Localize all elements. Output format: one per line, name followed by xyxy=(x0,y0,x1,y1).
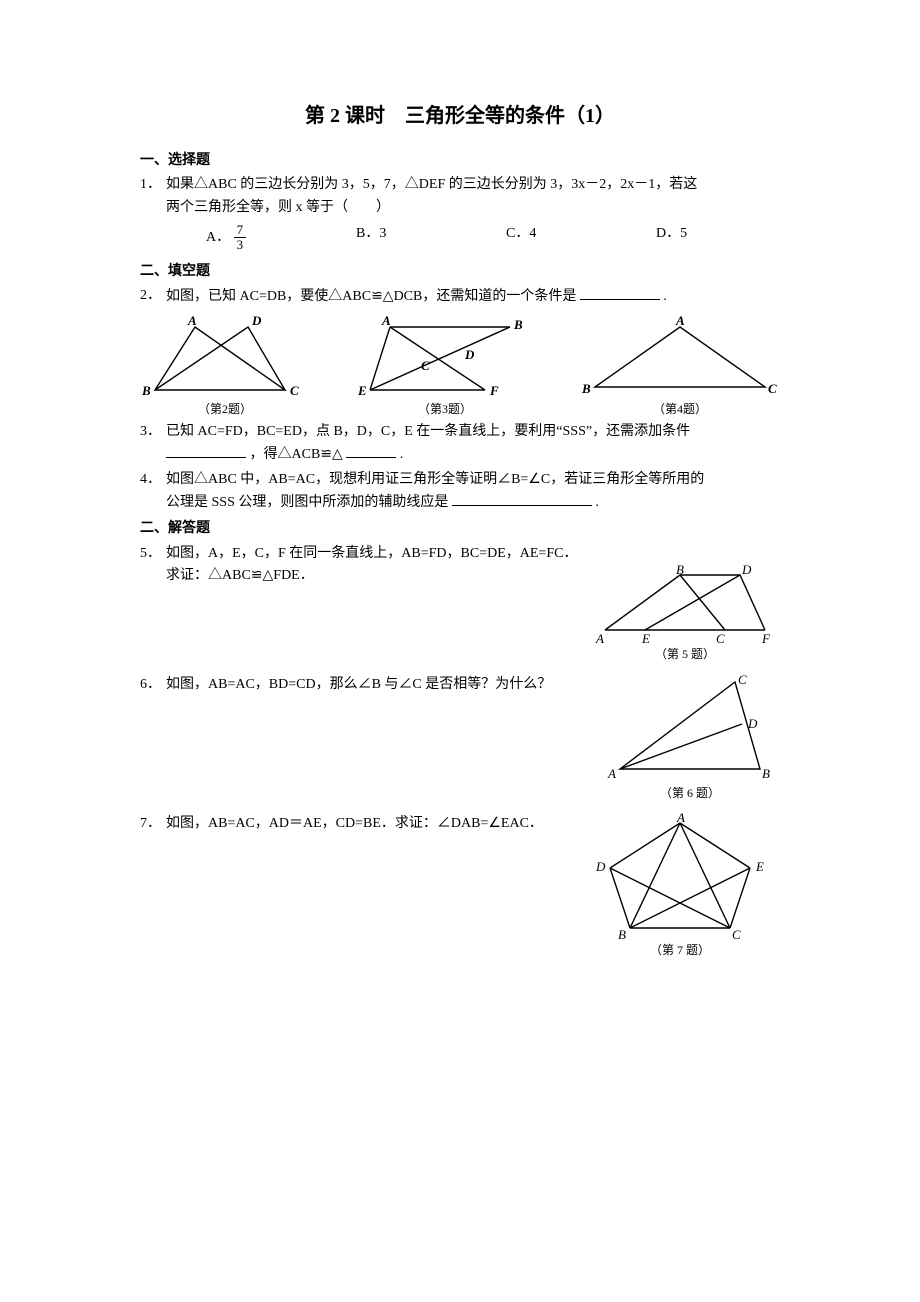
figure-7: A D E B C （第 7 题） xyxy=(580,813,780,960)
q4-end: . xyxy=(595,495,599,510)
q1-number: 1． xyxy=(140,174,166,256)
q3-blank-2 xyxy=(346,443,396,458)
fig3-label-C: C xyxy=(421,358,430,373)
fig3-label-D: D xyxy=(464,347,475,362)
fig3-label-A: A xyxy=(381,315,391,328)
figure-5-caption: （第 5 题） xyxy=(590,645,780,664)
q4-blank xyxy=(452,491,592,506)
section-3-heading: 二、解答题 xyxy=(140,518,780,540)
fig7-label-A: A xyxy=(676,813,685,825)
question-1: 1． 如果△ABC 的三边长分别为 3，5，7，△DEF 的三边长分别为 3，3… xyxy=(140,174,780,256)
q1-line1: 如果△ABC 的三边长分别为 3，5，7，△DEF 的三边长分别为 3，3x－2… xyxy=(166,174,806,196)
fig7-label-C: C xyxy=(732,927,741,941)
fig6-label-A: A xyxy=(607,766,616,781)
q7-text: 如图，AB=AC，AD＝AE，CD=BE．求证：∠DAB=∠EAC． xyxy=(166,813,580,835)
fig2-label-B: B xyxy=(141,383,151,398)
figure-6-svg: C D A B xyxy=(600,674,780,784)
figure-3: A B C D E F （第3题） xyxy=(350,315,540,419)
fig4-label-A: A xyxy=(675,315,685,328)
q1-choice-A: A． 7 3 xyxy=(206,223,356,253)
q1-choice-D: D．5 xyxy=(656,223,806,253)
fig2-label-D: D xyxy=(251,315,262,328)
question-6: 6． 如图，AB=AC，BD=CD，那么∠B 与∠C 是否相等？为什么？ C D… xyxy=(140,674,780,803)
fig2-label-C: C xyxy=(290,383,299,398)
figure-5-svg: B D A E C F xyxy=(590,565,780,645)
question-7: 7． 如图，AB=AC，AD＝AE，CD=BE．求证：∠DAB=∠EAC． xyxy=(140,813,780,960)
q1-line2: 两个三角形全等，则 x 等于（ ） xyxy=(166,197,806,219)
fig3-label-E: E xyxy=(357,383,367,398)
q1-A-den: 3 xyxy=(234,238,247,252)
q2-blank xyxy=(580,285,660,300)
q5-line1: 如图，A，E，C，F 在同一条直线上，AB=FD，BC=DE，AE=FC． xyxy=(166,543,780,565)
page-title: 第 2 课时 三角形全等的条件（1） xyxy=(140,100,780,132)
q3-line1: 已知 AC=FD，BC=ED，点 B，D，C，E 在一条直线上，要利用“SSS”… xyxy=(166,421,780,443)
fig5-label-C: C xyxy=(716,631,725,645)
q2-number: 2． xyxy=(140,285,166,308)
q3-blank-1 xyxy=(166,443,246,458)
fig5-label-E: E xyxy=(641,631,650,645)
q6-number: 6． xyxy=(140,674,166,803)
fig2-label-A: A xyxy=(187,315,197,328)
q7-number: 7． xyxy=(140,813,166,960)
fig5-label-F: F xyxy=(761,631,771,645)
section-2-heading: 二、填空题 xyxy=(140,261,780,283)
question-4: 4． 如图△ABC 中，AB=AC，现想利用证三角形全等证明∠B=∠C，若证三角… xyxy=(140,469,780,515)
q2-text: 如图，已知 AC=DB，要使△ABC≌△DCB，还需知道的一个条件是 xyxy=(166,289,576,304)
figure-3-svg: A B C D E F xyxy=(350,315,540,400)
figure-6: C D A B （第 6 题） xyxy=(600,674,780,803)
q1-A-label: A． xyxy=(206,230,230,245)
q2-period: . xyxy=(663,289,667,304)
q1-choice-B: B．3 xyxy=(356,223,506,253)
fig3-label-F: F xyxy=(489,383,499,398)
figure-4-caption: （第4题） xyxy=(580,400,780,419)
figure-3-caption: （第3题） xyxy=(350,400,540,419)
q4-line1: 如图△ABC 中，AB=AC，现想利用证三角形全等证明∠B=∠C，若证三角形全等… xyxy=(166,469,780,491)
q1-A-num: 7 xyxy=(234,223,247,238)
figure-2-caption: （第2题） xyxy=(140,400,310,419)
q1-A-fraction: 7 3 xyxy=(234,223,247,253)
fig5-label-A: A xyxy=(595,631,604,645)
question-3: 3． 已知 AC=FD，BC=ED，点 B，D，C，E 在一条直线上，要利用“S… xyxy=(140,421,780,467)
figure-4: A B C （第4题） xyxy=(580,315,780,419)
fig6-label-C: C xyxy=(738,674,747,687)
q6-text: 如图，AB=AC，BD=CD，那么∠B 与∠C 是否相等？为什么？ xyxy=(166,674,600,696)
q5-line2: 求证：△ABC≌△FDE． xyxy=(166,565,590,587)
fig5-label-D: D xyxy=(741,565,752,577)
q4-number: 4． xyxy=(140,469,166,515)
figure-7-svg: A D E B C xyxy=(580,813,780,941)
fig7-label-B: B xyxy=(618,927,626,941)
fig4-label-B: B xyxy=(581,381,591,396)
figure-row-2-3-4: A D B C （第2题） A B C D E F xyxy=(140,315,780,419)
fig7-label-D: D xyxy=(595,859,606,874)
section-1-heading: 一、选择题 xyxy=(140,150,780,172)
figure-4-svg: A B C xyxy=(580,315,780,400)
q3-end: . xyxy=(400,447,404,462)
q5-number: 5． xyxy=(140,543,166,665)
figure-2-svg: A D B C xyxy=(140,315,310,400)
q4-line2a: 公理是 SSS 公理，则图中所添加的辅助线应是 xyxy=(166,495,448,510)
q1-choice-C: C．4 xyxy=(506,223,656,253)
q1-choices: A． 7 3 B．3 C．4 D．5 xyxy=(166,223,806,253)
q3-line2: ，得△ACB≌△ . xyxy=(166,443,780,466)
fig5-label-B: B xyxy=(676,565,684,577)
fig6-label-D: D xyxy=(747,716,758,731)
fig4-label-C: C xyxy=(768,381,777,396)
figure-6-caption: （第 6 题） xyxy=(600,784,780,803)
q4-line2: 公理是 SSS 公理，则图中所添加的辅助线应是 . xyxy=(166,491,780,514)
fig6-label-B: B xyxy=(762,766,770,781)
figure-2: A D B C （第2题） xyxy=(140,315,310,419)
fig3-label-B: B xyxy=(513,317,523,332)
figure-5: B D A E C F （第 5 题） xyxy=(590,565,780,664)
question-5: 5． 如图，A，E，C，F 在同一条直线上，AB=FD，BC=DE，AE=FC．… xyxy=(140,543,780,665)
q3-mid: ，得△ACB≌△ xyxy=(250,447,343,462)
question-2: 2． 如图，已知 AC=DB，要使△ABC≌△DCB，还需知道的一个条件是 . xyxy=(140,285,780,308)
fig7-label-E: E xyxy=(755,859,764,874)
figure-7-caption: （第 7 题） xyxy=(580,941,780,960)
q3-number: 3． xyxy=(140,421,166,467)
